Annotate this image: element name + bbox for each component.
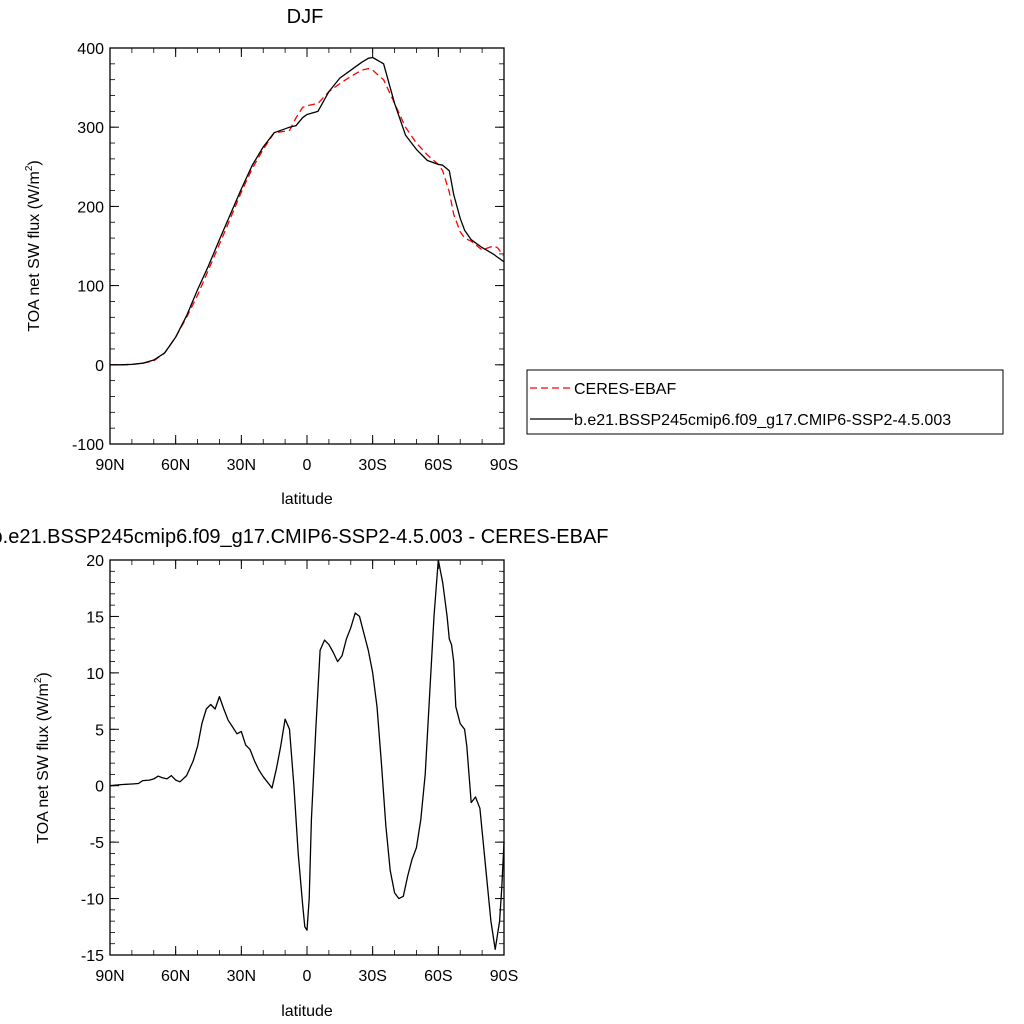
- chart-title: DJF: [287, 6, 324, 28]
- x-tick-label: 60S: [424, 968, 452, 985]
- x-tick-label: 90N: [95, 457, 124, 474]
- x-tick-label: 60S: [424, 457, 452, 474]
- y-axis-label: TOA net SW flux (W/m2): [33, 672, 52, 844]
- x-tick-label: 90N: [95, 968, 124, 985]
- x-axis-label: latitude: [281, 1003, 333, 1020]
- y-axis-label-superscript: 2: [33, 677, 44, 683]
- y-tick-label: -15: [81, 948, 104, 965]
- chart-title: b.e21.BSSP245cmip6.f09_g17.CMIP6-SSP2-4.…: [0, 526, 608, 548]
- y-tick-label: 0: [95, 358, 104, 375]
- series-line-1: [110, 56, 505, 366]
- y-tick-label: 200: [77, 199, 104, 216]
- x-tick-label: 90S: [490, 457, 518, 474]
- x-tick-label: 60N: [161, 968, 190, 985]
- y-axis-ticks: -15 -10 -5 0 5 10 15 20: [81, 553, 504, 965]
- x-axis-ticks: 90N 60N 30N 0 30S 60S 90S: [95, 48, 518, 474]
- y-axis-label-close: ): [35, 672, 52, 677]
- y-axis-label-text: TOA net SW flux (W/m: [35, 683, 52, 844]
- x-axis-ticks: 90N 60N 30N 0 30S 60S 90S: [95, 560, 518, 985]
- x-tick-label: 0: [303, 457, 312, 474]
- series-line-0: [109, 559, 505, 951]
- y-axis-label-superscript: 2: [24, 165, 35, 171]
- y-axis-label: TOA net SW flux (W/m2): [24, 160, 43, 332]
- x-tick-label: 30N: [227, 968, 256, 985]
- legend-box: [526, 369, 1004, 435]
- y-tick-label: 10: [86, 666, 104, 683]
- legend-label-ceres: CERES-EBAF: [574, 381, 676, 398]
- y-axis-label-text: TOA net SW flux (W/m: [26, 171, 43, 332]
- y-tick-label: -5: [90, 835, 104, 852]
- x-tick-label: 30S: [358, 968, 386, 985]
- plot-frame: [109, 559, 505, 956]
- y-tick-label: -100: [72, 437, 104, 454]
- legend-label-model: b.e21.BSSP245cmip6.f09_g17.CMIP6-SSP2-4.…: [574, 412, 951, 429]
- difference-panel: b.e21.BSSP245cmip6.f09_g17.CMIP6-SSP2-4.…: [0, 526, 608, 1020]
- x-tick-label: 30S: [358, 457, 386, 474]
- y-axis-label-close: ): [26, 160, 43, 165]
- x-tick-label: 30N: [227, 457, 256, 474]
- x-tick-label: 0: [303, 968, 312, 985]
- y-tick-label: 400: [77, 41, 104, 58]
- legend: CERES-EBAF b.e21.BSSP245cmip6.f09_g17.CM…: [526, 369, 1004, 435]
- plot-frame: [109, 47, 505, 445]
- x-axis-label: latitude: [281, 491, 333, 508]
- y-tick-label: 20: [86, 553, 104, 570]
- x-tick-label: 90S: [490, 968, 518, 985]
- y-tick-label: 300: [77, 120, 104, 137]
- series-lines: [109, 559, 505, 951]
- series-lines: [110, 56, 505, 366]
- y-axis-ticks: -100 0 100 200 300 400: [72, 41, 504, 454]
- y-tick-label: 5: [95, 722, 104, 739]
- x-tick-label: 60N: [161, 457, 190, 474]
- y-tick-label: 15: [86, 609, 104, 626]
- y-tick-label: -10: [81, 892, 104, 909]
- series-line-0: [110, 67, 505, 366]
- y-tick-label: 100: [77, 279, 104, 296]
- y-tick-label: 0: [95, 779, 104, 796]
